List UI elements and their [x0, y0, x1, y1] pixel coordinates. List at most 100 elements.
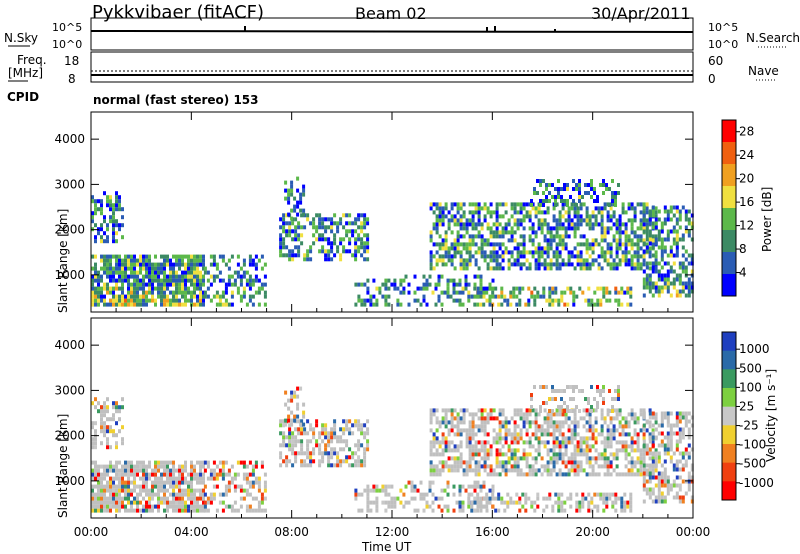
velocity-cell: [480, 448, 484, 453]
power-cell: [569, 290, 573, 295]
velocity-cell: [333, 451, 337, 456]
velocity-cell: [354, 443, 358, 448]
power-cell: [163, 298, 166, 303]
power-cell: [459, 242, 463, 247]
velocity-cell: [492, 468, 496, 473]
power-cell: [489, 242, 493, 247]
power-cell: [485, 286, 489, 291]
velocity-cell: [657, 455, 661, 460]
velocity-cell: [483, 408, 487, 413]
velocity-cell: [157, 496, 160, 501]
velocity-cell: [504, 432, 508, 437]
power-cell: [600, 250, 604, 255]
power-cell: [672, 269, 676, 274]
power-cell: [602, 179, 605, 183]
velocity-cell: [115, 433, 118, 438]
velocity-cell: [118, 488, 121, 493]
velocity-cell: [575, 385, 578, 389]
power-cell: [468, 234, 472, 239]
power-cell: [669, 217, 673, 222]
power-cell: [354, 241, 358, 246]
power-cell: [127, 282, 130, 287]
power-cell: [557, 187, 560, 191]
velocity-cell: [648, 471, 652, 476]
velocity-cell: [494, 508, 498, 513]
power-cell: [585, 214, 589, 219]
velocity-cell: [684, 479, 688, 484]
velocity-cell: [675, 415, 679, 420]
power-cell: [507, 266, 511, 271]
velocity-cell: [498, 412, 502, 417]
power-cell: [479, 290, 483, 295]
velocity-cell: [118, 405, 121, 410]
power-cell: [654, 285, 658, 290]
velocity-cell: [651, 411, 655, 416]
power-cell: [151, 262, 154, 267]
power-cell: [627, 218, 631, 223]
velocity-cell: [462, 460, 466, 465]
power-cell: [590, 179, 593, 183]
velocity-cell: [672, 483, 676, 488]
power-cell: [561, 258, 565, 263]
velocity-cell: [348, 463, 352, 468]
velocity-cell: [184, 500, 187, 505]
power-cell: [97, 207, 100, 212]
velocity-cell: [651, 423, 655, 428]
power-cell: [239, 274, 243, 279]
power-cell: [342, 225, 346, 230]
power-cell: [112, 286, 115, 291]
power-cell: [450, 254, 454, 259]
power-cell: [468, 250, 472, 255]
velocity-cell: [477, 468, 481, 473]
velocity-cell: [473, 508, 477, 513]
power-cell: [636, 250, 640, 255]
power-cell: [302, 188, 306, 193]
velocity-cell: [169, 472, 172, 477]
power-cell: [109, 199, 112, 204]
power-cell: [681, 285, 685, 290]
power-cell: [572, 199, 575, 203]
velocity-cell: [300, 451, 304, 456]
power-cell: [441, 214, 445, 219]
velocity-cell: [593, 397, 596, 401]
velocity-cell: [121, 405, 124, 410]
power-cell: [181, 262, 184, 267]
power-cell: [363, 217, 367, 222]
power-cell: [596, 286, 600, 291]
velocity-cell: [230, 508, 234, 513]
power-cell: [299, 192, 303, 197]
velocity-cell: [100, 429, 103, 434]
power-cell: [507, 262, 511, 267]
power-cell: [354, 253, 358, 258]
velocity-cell: [654, 435, 658, 440]
velocity-cell: [576, 444, 580, 449]
power-cell: [363, 257, 367, 262]
velocity-cell: [498, 464, 502, 469]
velocity-cell: [309, 427, 313, 432]
power-cell: [522, 262, 526, 267]
power-cell: [279, 253, 283, 258]
power-cell: [154, 262, 157, 267]
power-cell: [199, 254, 202, 259]
power-cell: [106, 223, 109, 228]
velocity-cell: [633, 472, 637, 477]
velocity-cell: [648, 475, 652, 480]
power-cell: [645, 210, 649, 215]
velocity-cell: [103, 468, 106, 473]
velocity-cell: [441, 468, 445, 473]
power-cell: [106, 262, 109, 267]
velocity-cell: [157, 480, 160, 485]
velocity-cell: [419, 496, 423, 501]
velocity-cell: [645, 471, 649, 476]
power-cell: [600, 210, 604, 215]
velocity-cell: [666, 431, 670, 436]
power-cell: [444, 246, 448, 251]
power-cell: [109, 258, 112, 263]
velocity-cell: [549, 412, 553, 417]
power-cell: [602, 183, 605, 187]
velocity-cell: [657, 431, 661, 436]
velocity-cell: [263, 488, 267, 493]
power-cell: [609, 202, 613, 207]
velocity-cell: [296, 406, 300, 411]
velocity-cell: [293, 418, 297, 423]
